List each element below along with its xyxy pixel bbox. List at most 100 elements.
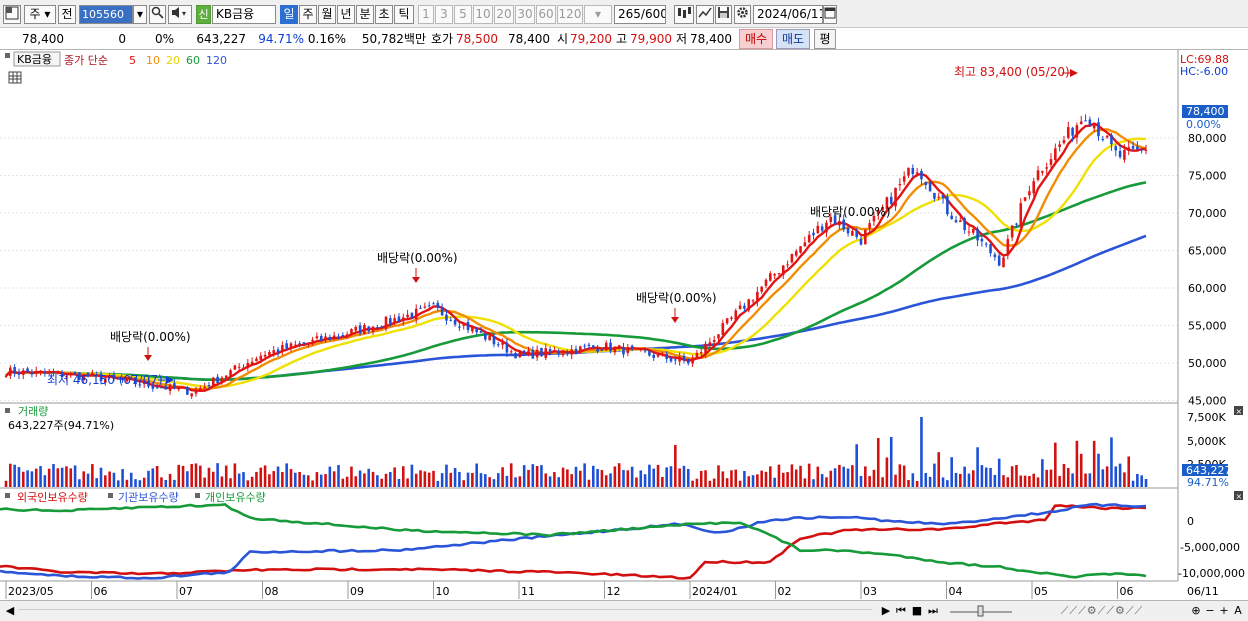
candle-body [69, 373, 73, 375]
volume-bar [691, 480, 694, 487]
volume-bar [907, 479, 910, 487]
interval-3[interactable]: 3 [435, 5, 453, 24]
volume-bar [695, 478, 699, 487]
volume-bar [885, 457, 889, 487]
volume-bar [401, 466, 405, 487]
candle-body [807, 234, 811, 243]
candle-body [1015, 223, 1018, 225]
candle-body [540, 347, 543, 357]
interval-custom-select[interactable]: ▾ [584, 5, 612, 24]
tool-icons[interactable]: ⟋⟋⟋⚙⟋⟋⚙⟋⟋ [1060, 604, 1144, 617]
candle-body [78, 372, 81, 380]
prev-button[interactable]: 전 [58, 5, 76, 24]
candle-body [414, 308, 418, 320]
volume-bar [263, 465, 267, 487]
scroll-left-icon[interactable]: ◀ [5, 604, 15, 617]
code-dropdown-icon[interactable]: ▾ [133, 5, 147, 24]
volume-bar [78, 479, 81, 487]
candle-body [920, 171, 923, 180]
scroll-first-icon[interactable]: ⏮ [896, 604, 906, 617]
scroll-right-icon[interactable]: ▶ [881, 604, 891, 617]
candle-body [289, 343, 293, 348]
search-icon[interactable] [149, 5, 166, 24]
candle-body [907, 167, 910, 176]
zoom-out-icon[interactable]: − [1205, 604, 1215, 617]
volume-bar [514, 477, 517, 487]
period-tab-second[interactable]: 초 [375, 5, 393, 24]
candle-body [246, 363, 250, 369]
chart-area[interactable]: KB금융 종가 단순 5 10 20 60 120 LC:69.88 HC:-6… [0, 50, 1248, 603]
volume-bar [268, 474, 271, 487]
volume-bar [142, 477, 146, 487]
change-percent: 0% [154, 32, 174, 46]
candle-body [971, 228, 975, 233]
save-icon[interactable] [715, 5, 732, 24]
layout-icon[interactable] [3, 5, 21, 24]
candle-body [1062, 140, 1066, 144]
sell-button[interactable]: 매도 [776, 29, 810, 49]
candle-body [1045, 167, 1048, 169]
volume-bar [790, 464, 794, 487]
volume-bar [1002, 475, 1005, 487]
legend-individual: 개인보유수량 [205, 491, 266, 504]
zoom-in-icon[interactable]: + [1219, 604, 1229, 617]
x-tick-label: 2024/01 [692, 585, 738, 598]
candle-body [501, 342, 504, 345]
turnover-rate: 0.16% [307, 32, 346, 46]
eval-button[interactable]: 평 [814, 29, 836, 49]
period-tab-month[interactable]: 월 [318, 5, 336, 24]
buy-button[interactable]: 매수 [739, 29, 773, 49]
settings-gear-icon[interactable] [734, 5, 751, 24]
candle-body [1058, 144, 1061, 148]
volume-bar [661, 476, 664, 487]
grid-table-icon[interactable] [8, 71, 22, 84]
candle-body [786, 264, 789, 266]
chart-svg: KB금융 종가 단순 5 10 20 60 120 LC:69.88 HC:-6… [0, 50, 1248, 603]
period-tab-week[interactable]: 주 [299, 5, 317, 24]
volume-bar [341, 478, 345, 487]
candle-body [462, 323, 466, 326]
volume-bar [915, 480, 919, 487]
chart-tools-icon[interactable] [674, 5, 694, 24]
draw-tools-icon[interactable] [696, 5, 714, 24]
volume-ratio: 94.71% [258, 32, 304, 46]
period-tab-tick[interactable]: 틱 [394, 5, 414, 24]
volume-bar [207, 467, 211, 487]
period-type-select[interactable]: 주 ▾ [24, 5, 56, 24]
period-tab-minute[interactable]: 분 [356, 5, 374, 24]
interval-60[interactable]: 60 [536, 5, 556, 24]
interval-1[interactable]: 1 [418, 5, 434, 24]
volume-bar [1028, 476, 1031, 487]
volume-bar [367, 468, 371, 487]
candle-body [695, 352, 699, 358]
candle-body [1084, 120, 1087, 122]
candle-body [825, 222, 828, 233]
scroll-last-icon[interactable]: ⏭ [928, 604, 938, 617]
stock-name-field[interactable]: KB금융 [212, 5, 276, 24]
interval-120[interactable]: 120 [557, 5, 583, 24]
font-size-icon[interactable]: A [1234, 604, 1242, 617]
interval-30[interactable]: 30 [515, 5, 535, 24]
count-input[interactable]: 265/600 [614, 5, 666, 24]
candle-body [764, 279, 768, 286]
interval-20[interactable]: 20 [494, 5, 514, 24]
volume-close-icon[interactable]: × [1234, 406, 1243, 416]
zoom-fit-icon[interactable]: ⊕ [1191, 604, 1201, 617]
period-tab-day[interactable]: 일 [280, 5, 298, 24]
holdings-close-icon[interactable]: × [1234, 491, 1243, 501]
calendar-icon[interactable] [823, 5, 837, 24]
price-y-tick: 45,000 [1188, 395, 1227, 408]
scrollbar-track[interactable] [18, 609, 872, 613]
date-field[interactable]: 2024/06/11 [753, 5, 823, 24]
volume-bar [509, 463, 513, 487]
legend-ma5: 5 [129, 54, 136, 67]
period-tab-year[interactable]: 년 [337, 5, 355, 24]
candle-body [553, 350, 556, 352]
stop-icon[interactable]: ■ [911, 604, 923, 617]
volume-bar [60, 467, 64, 487]
speaker-icon[interactable]: ▾ [168, 5, 192, 24]
interval-5[interactable]: 5 [454, 5, 472, 24]
zoom-slider[interactable] [948, 603, 1014, 619]
interval-10[interactable]: 10 [473, 5, 493, 24]
stock-code-input[interactable]: 105560 [79, 5, 133, 24]
